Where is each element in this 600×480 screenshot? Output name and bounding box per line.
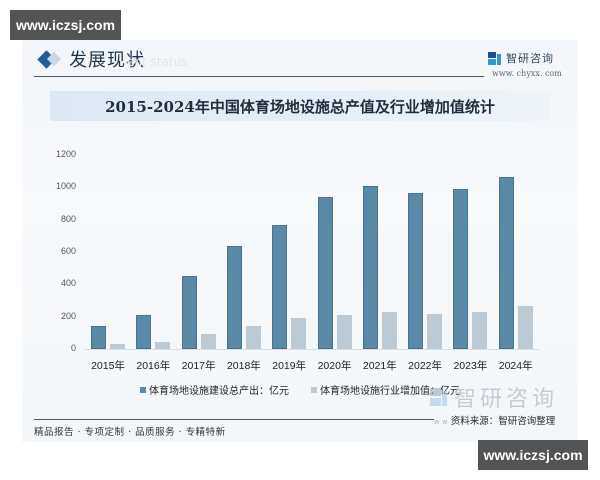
bar-value-added [381, 312, 397, 350]
footer-slogan: 精品报告 · 专项定制 · 品质服务 · 专精特新 [34, 427, 226, 438]
y-tick-label: 600 [60, 246, 76, 256]
bar-value-added [336, 315, 352, 350]
x-tick-label: 2015年 [91, 360, 125, 372]
y-tick-label: 1200 [55, 148, 76, 159]
chart-legend: 体育场地设施建设总产出：亿元 体育场地设施行业增加值：亿元 [140, 382, 460, 397]
bar-total-output [91, 325, 106, 350]
bar-value-added [427, 313, 443, 350]
y-tick-label: 200 [60, 310, 76, 321]
site-watermark-bottom: www.iczsj.com [478, 440, 588, 470]
legend-swatch-value-added [311, 386, 317, 393]
bar-total-output [498, 177, 514, 350]
bar-chart: 0 200 400 600 800 1000 1200 2015年 2016年 2017年 2018… [50, 140, 570, 400]
brand-block: 智研咨询 www. chyxx. com [488, 50, 578, 78]
x-axis-line [84, 349, 539, 351]
legend-label-output: 体育场地设施建设总产出：亿元 [149, 386, 289, 397]
x-tick-label: 2022年 [408, 360, 443, 372]
bar-value-added [200, 334, 216, 350]
section-title: 发展现状 [69, 50, 145, 71]
y-tick-label: 400 [60, 278, 76, 289]
bar-total-output [453, 188, 469, 350]
section-header: 发展现状 ent status [36, 44, 187, 74]
chart-title-bar: 2015-2024年中国体育场地设施总产值及行业增加值统计 [50, 91, 550, 121]
y-tick-label: 0 [70, 343, 76, 354]
bar-total-output [181, 275, 197, 350]
bar-total-output [317, 197, 333, 350]
x-tick-label: 2023年 [453, 360, 488, 372]
legend-swatch-output [140, 386, 146, 393]
bar-total-output [408, 192, 424, 350]
legend-label-value-added: 体育场地设施行业增加值：亿元 [320, 386, 460, 397]
source-note: w w 资料来源：智研咨询整理 [434, 413, 555, 427]
legend-item-output: 体育场地设施建设总产出：亿元 [140, 382, 289, 397]
bar-value-added [155, 341, 171, 350]
bar-total-output [136, 314, 152, 350]
chart-title: 2015-2024年中国体育场地设施总产值及行业增加值统计 [105, 97, 495, 116]
x-tick-label: 2019年 [272, 360, 307, 372]
bar-value-added [472, 312, 488, 350]
x-tick-label: 2016年 [136, 360, 171, 372]
brand-logo-icon [488, 51, 501, 65]
y-tick-label: 1000 [55, 181, 76, 192]
bar-total-output [362, 186, 378, 350]
x-tick-label: 2021年 [362, 360, 397, 372]
bar-total-output [226, 245, 242, 350]
watermark-text: 智研咨询 [454, 387, 559, 412]
watermark-logo-icon [430, 388, 448, 406]
bar-total-output [272, 224, 288, 350]
footer-divider [34, 419, 434, 420]
source-text: 资料来源：智研咨询整理 [450, 416, 556, 427]
site-watermark-top: www.iczsj.com [10, 10, 121, 40]
x-tick-label: 2024年 [498, 360, 533, 372]
brand-name: 智研咨询 [506, 52, 554, 65]
bar-value-added [110, 344, 125, 350]
x-tick-label: 2017年 [181, 360, 216, 372]
y-tick-label: 800 [60, 213, 76, 224]
x-tick-label: 2018年 [226, 360, 261, 372]
brand-url: www. chyxx. com [492, 69, 562, 78]
section-subtitle: ent status [127, 55, 188, 69]
x-tick-label: 2020年 [317, 360, 352, 372]
brand-watermark: 智研咨询 [430, 381, 558, 413]
legend-item-value-added: 体育场地设施行业增加值：亿元 [311, 382, 460, 397]
header-divider [34, 76, 484, 77]
source-prefix: w w [434, 418, 448, 426]
bar-value-added [517, 306, 533, 350]
bar-value-added [245, 326, 261, 350]
bar-value-added [291, 318, 307, 350]
